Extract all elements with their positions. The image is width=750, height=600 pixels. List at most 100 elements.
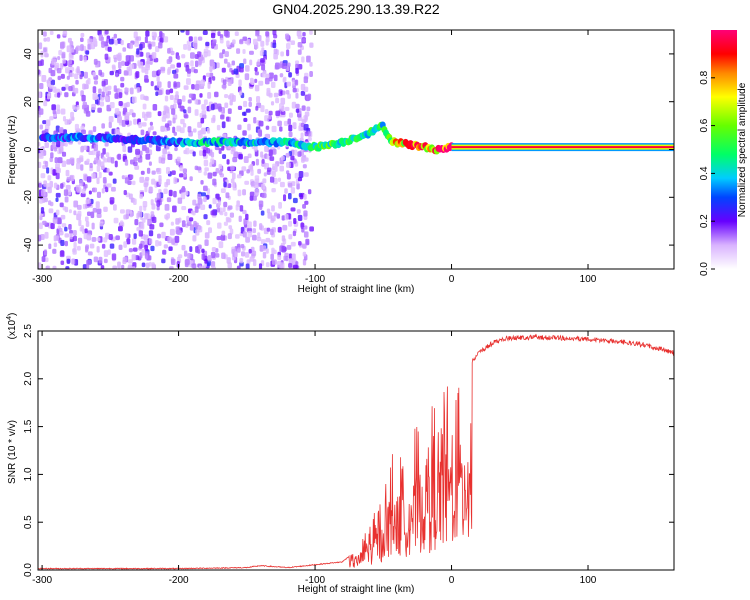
spectrogram-noise-cell	[52, 217, 58, 224]
spectrogram-noise-cell	[62, 30, 68, 36]
spectrogram-noise-cell	[260, 58, 265, 63]
spectrogram-noise-cell	[244, 180, 250, 185]
spectrogram-noise-cell	[288, 112, 293, 118]
spectrogram-noise-cell	[43, 37, 47, 42]
spectrogram-noise-cell	[48, 208, 54, 214]
spectrogram-noise-cell	[144, 36, 148, 44]
spectrogram-noise-cell	[156, 81, 162, 88]
spectrogram-noise-cell	[302, 38, 307, 43]
spectrogram-noise-cell	[210, 32, 216, 39]
spectrogram-noise-cell	[173, 190, 177, 198]
spectrogram-noise-cell	[187, 253, 192, 259]
spectrogram-y-tick-label: 0	[23, 146, 34, 152]
spectrogram-noise-cell	[278, 63, 283, 69]
spectrogram-noise-cell	[279, 73, 284, 78]
spectrogram-noise-cell	[261, 192, 267, 199]
spectrogram-noise-cell	[91, 103, 96, 110]
spectrogram-noise-cell	[85, 244, 89, 250]
spectrogram-noise-cell	[133, 118, 137, 125]
spectrogram-noise-cell	[146, 57, 150, 65]
spectrogram-noise-cell	[56, 34, 61, 39]
spectrogram-noise-cell	[143, 95, 149, 101]
spectrogram-noise-cell	[60, 239, 65, 246]
spectrogram-noise-cell	[147, 127, 151, 133]
spectrogram-noise-cell	[235, 234, 240, 239]
spectrogram-noise-cell	[292, 264, 298, 269]
spectrogram-noise-cell	[101, 80, 106, 87]
spectrogram-noise-cell	[182, 95, 186, 102]
spectrogram-noise-cell	[164, 214, 168, 220]
spectrogram-noise-cell	[164, 204, 170, 211]
spectrogram-noise-cell	[255, 158, 259, 166]
spectrogram-noise-cell	[263, 172, 267, 177]
spectrogram-noise-cell	[96, 246, 100, 253]
spectrogram-noise-cell	[254, 84, 260, 92]
spectrogram-noise-cell	[239, 67, 244, 73]
spectrogram-noise-cell	[202, 149, 207, 157]
spectrogram-noise-cell	[41, 75, 47, 82]
spectrogram-noise-cell	[81, 94, 86, 102]
spectrogram-noise-cell	[225, 192, 230, 199]
spectrogram-noise-cell	[281, 155, 285, 161]
spectrogram-noise-cell	[169, 88, 174, 94]
spectrogram-noise-cell	[278, 201, 282, 209]
spectrogram-noise-cell	[271, 205, 275, 212]
spectrogram-noise-cell	[268, 110, 273, 116]
spectrogram-noise-cell	[160, 157, 166, 164]
spectrogram-noise-cell	[271, 259, 277, 265]
spectrogram-noise-cell	[100, 265, 105, 269]
spectrogram-noise-cell	[86, 259, 92, 266]
spectrogram-noise-cell	[145, 262, 150, 269]
spectrogram-noise-cell	[148, 43, 152, 50]
spectrogram-noise-cell	[83, 145, 88, 151]
spectrogram-noise-cell	[249, 164, 254, 171]
spectrogram-noise-cell	[223, 201, 228, 208]
spectrogram-noise-cell	[192, 128, 197, 133]
spectrogram-noise-cell	[38, 91, 41, 98]
spectrogram-noise-cell	[159, 222, 164, 228]
spectrogram-noise-cell	[40, 59, 44, 66]
spectrogram-noise-cell	[170, 104, 174, 110]
spectrogram-noise-cell	[261, 158, 265, 164]
spectrogram-noise-cell	[165, 89, 171, 95]
spectrogram-noise-cell	[90, 211, 95, 219]
spectrogram-noise-cell	[307, 189, 312, 195]
spectrogram-noise-cell	[187, 45, 192, 51]
spectrogram-noise-cell	[46, 37, 51, 42]
spectrogram-noise-cell	[69, 232, 73, 240]
snr-x-tick-label: 0	[449, 575, 455, 586]
spectrogram-noise-cell	[46, 265, 51, 269]
spectrogram-noise-cell	[302, 164, 307, 169]
spectrogram-noise-cell	[243, 156, 249, 164]
spectrogram-noise-cell	[109, 200, 114, 205]
colorbar: 0.0 0.2 0.4 0.6 0.8 Normalized spectral ampl…	[699, 30, 748, 276]
spectrogram-y-axis: -40 -20 0 20 40	[23, 48, 674, 252]
spectrogram-noise-cell	[162, 148, 168, 155]
spectrogram-noise-cell	[253, 38, 258, 45]
spectrogram-noise-cell	[212, 62, 216, 70]
spectrogram-noise-cell	[76, 66, 80, 74]
spectrogram-noise-cell	[200, 117, 205, 124]
spectrogram-noise-cell	[201, 110, 207, 115]
spectrogram-noise-cell	[191, 263, 197, 269]
spectrogram-noise-cell	[233, 68, 239, 75]
spectrogram-noise-cell	[279, 126, 283, 132]
spectrogram-noise-cell	[180, 192, 186, 200]
spectrogram-noise-cell	[60, 108, 66, 115]
spectrogram-noise-cell	[243, 117, 248, 123]
spectrogram-noise-cell	[185, 30, 190, 36]
spectrogram-noise-cell	[144, 253, 149, 260]
spectrogram-noise-cell	[216, 236, 222, 241]
spectrogram-noise-cell	[80, 164, 84, 171]
spectrogram-noise-cell	[129, 43, 133, 49]
spectrogram-noise-cell	[92, 86, 97, 94]
spectrogram-noise-cell	[210, 151, 215, 158]
spectrogram-noise-cell	[117, 116, 122, 124]
spectrogram-noise-cell	[249, 191, 255, 197]
spectrogram-noise-cell	[68, 118, 73, 124]
spectrogram-noise-cell	[148, 161, 152, 166]
spectrogram-noise-cell	[113, 85, 117, 93]
spectrogram-noise-cell	[145, 153, 151, 160]
spectrogram-noise-cell	[139, 205, 143, 211]
